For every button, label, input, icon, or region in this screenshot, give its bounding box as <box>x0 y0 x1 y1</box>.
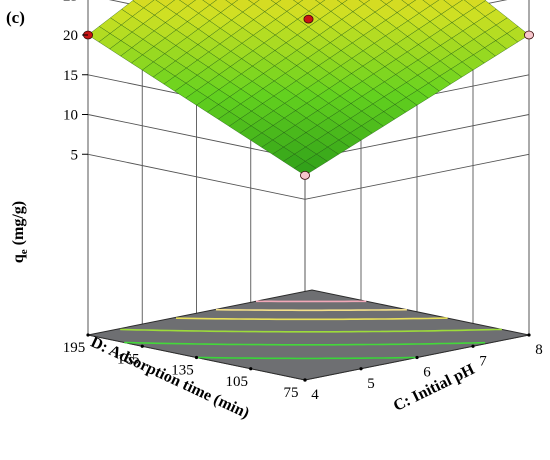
surface-cell <box>379 0 394 5</box>
x-tick-mark <box>359 367 363 371</box>
surface-cell <box>314 0 326 4</box>
panel-label: (c) <box>6 8 25 27</box>
surface-cell <box>270 0 282 4</box>
y-tick-mark <box>140 344 144 348</box>
y-tick-label: 195 <box>63 340 86 356</box>
design-points <box>83 14 535 180</box>
surface-cell <box>293 161 317 176</box>
response-surface <box>87 0 530 176</box>
x-tick-label: 7 <box>479 353 487 369</box>
wall-grid-line <box>87 153 530 200</box>
contour-line <box>124 341 486 346</box>
x-tick-label: 4 <box>311 387 319 403</box>
design-point <box>524 30 535 40</box>
surface-cell <box>358 0 371 5</box>
contour-line <box>196 356 418 360</box>
surface-cell <box>247 0 260 5</box>
y-tick-mark <box>86 333 90 337</box>
contour-line <box>120 328 502 333</box>
contour-line <box>215 308 407 312</box>
z-axis-title: qe (mg/g) <box>10 201 30 263</box>
surface-cell <box>401 0 417 6</box>
z-tick-label: 10 <box>63 108 78 124</box>
design-point <box>299 170 310 180</box>
y-tick-label: 165 <box>117 351 140 367</box>
x-tick-mark <box>303 378 307 382</box>
contour-floor <box>87 289 530 381</box>
x-tick-mark <box>471 344 475 348</box>
contour-line <box>175 317 448 321</box>
x-axis-title: C: Initial pH <box>391 361 478 415</box>
y-tick-label: 75 <box>284 385 299 401</box>
surface-cell <box>225 0 239 5</box>
x-tick-label: 6 <box>423 365 431 381</box>
y-tick-mark <box>194 355 199 360</box>
y-tick-label: 105 <box>226 374 249 390</box>
z-tick-label: 25 <box>63 0 78 4</box>
x-tick-label: 8 <box>535 342 543 358</box>
x-tick-mark <box>415 355 419 360</box>
surface-cell <box>292 0 304 4</box>
z-tick-label: 15 <box>63 68 78 84</box>
x-tick-mark <box>527 333 531 337</box>
z-tick-label: 20 <box>63 28 78 44</box>
axis-ticks: 51015202530357510513516519545678 <box>63 0 543 403</box>
surface-cell <box>336 0 348 4</box>
y-tick-mark <box>249 367 253 371</box>
x-tick-label: 5 <box>367 376 375 392</box>
z-tick-label: 5 <box>71 147 79 163</box>
design-point <box>303 14 314 24</box>
y-tick-label: 135 <box>171 363 194 379</box>
